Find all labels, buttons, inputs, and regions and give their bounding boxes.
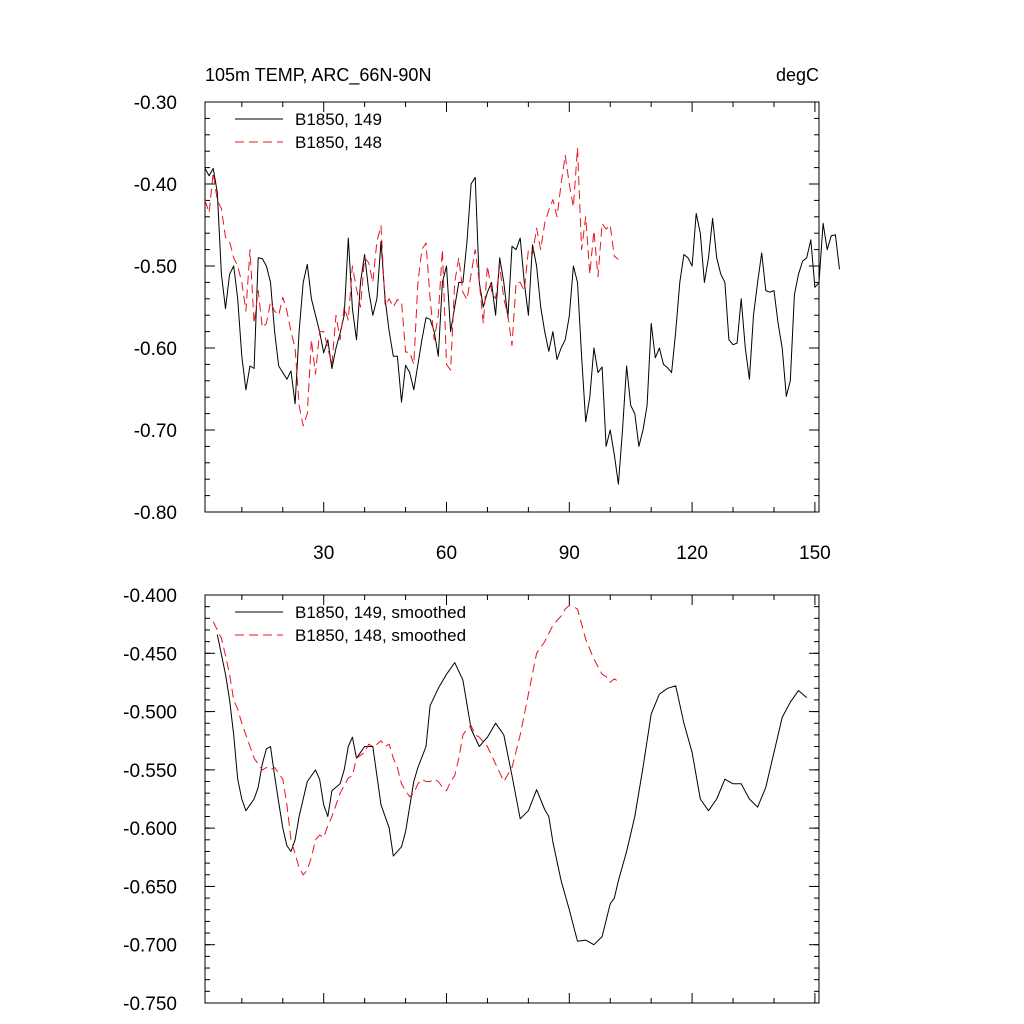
- bottom-legend-label-149: B1850, 149, smoothed: [295, 603, 466, 622]
- bottom-ytick-label: -0.600: [123, 819, 177, 840]
- bottom-ytick-label: -0.450: [123, 644, 177, 665]
- top-legend-label-148: B1850, 148: [295, 133, 382, 152]
- top-xtick-label: 60: [436, 543, 457, 564]
- bottom-series: [212, 605, 808, 946]
- bottom-ytick-label: -0.400: [123, 586, 177, 607]
- top-xtick-label: 90: [559, 543, 580, 564]
- top-legend-label-149: B1850, 149: [295, 110, 382, 129]
- bottom-legend-label-148: B1850, 148, smoothed: [295, 626, 466, 645]
- top-series-line-1: [204, 167, 840, 485]
- bottom-legend: B1850, 149, smoothed B1850, 148, smoothe…: [235, 603, 466, 645]
- top-ytick-label: -0.30: [134, 93, 177, 114]
- top-plot-frame: [204, 101, 820, 513]
- top-legend: B1850, 149 B1850, 148: [235, 110, 382, 152]
- bottom-series-line-2: [212, 605, 619, 876]
- bottom-ytick-label: -0.500: [123, 703, 177, 724]
- top-xtick-label: 150: [799, 543, 831, 564]
- bottom-series-line-1: [216, 634, 808, 946]
- bottom-panel: -0.750 -0.700 -0.650 -0.600 -0.550 -0.500 -0.4…: [123, 586, 820, 1015]
- top-ytick-label: -0.60: [134, 339, 177, 360]
- top-series-line-2: [204, 147, 619, 427]
- bottom-x-ticks: [241, 595, 816, 1003]
- top-ytick-label: -0.50: [134, 257, 177, 278]
- top-chart-units: degC: [776, 65, 819, 85]
- top-xtick-label: 30: [313, 543, 334, 564]
- top-ytick-label: -0.70: [134, 421, 177, 442]
- top-ytick-label: -0.40: [134, 175, 177, 196]
- bottom-plot-frame: [204, 594, 820, 1004]
- top-x-ticks: 30 60 90 120 150: [241, 102, 831, 564]
- bottom-ytick-label: -0.550: [123, 761, 177, 782]
- top-panel: 105m TEMP, ARC_66N-90N degC -0.80-0.70-0…: [134, 65, 840, 564]
- top-chart-title: 105m TEMP, ARC_66N-90N: [205, 65, 431, 86]
- top-y-ticks: -0.80 -0.70 -0.60 -0.50 -0.40 -0.30: [134, 93, 819, 524]
- bottom-ytick-label: -0.700: [123, 936, 177, 957]
- top-ytick-label: -0.80: [134, 503, 177, 524]
- top-series: [204, 147, 840, 485]
- bottom-ytick-label: -0.750: [123, 994, 177, 1015]
- top-xtick-label: 120: [676, 543, 708, 564]
- bottom-ytick-label: -0.650: [123, 877, 177, 898]
- bottom-y-ticks: -0.750 -0.700 -0.650 -0.600 -0.550 -0.500 -0.4…: [123, 586, 819, 1015]
